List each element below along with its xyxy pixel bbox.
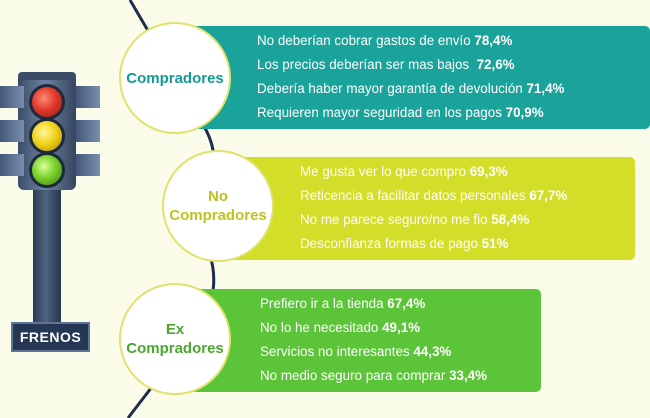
no-compradores-circle: No Compradores [162, 150, 274, 262]
compradores-item: Requieren mayor seguridad en los pagos 7… [257, 105, 544, 120]
no-compradores-item: Desconfianza formas de pago 51% [300, 236, 509, 251]
compradores-title: Compradores [126, 69, 224, 87]
traffic-light-visor-right-top [76, 86, 100, 108]
ex-compradores-item: No medio seguro para comprar 33,4% [260, 368, 488, 383]
green-light-icon [29, 152, 65, 188]
traffic-light-visor-left-bottom [0, 154, 24, 176]
traffic-light-visor-right-mid [76, 120, 100, 142]
red-light-icon [29, 84, 65, 120]
traffic-light-visor-left-top [0, 86, 24, 108]
traffic-light-visor-right-bottom [76, 154, 100, 176]
compradores-item: No deberían cobrar gastos de envío 78,4% [257, 33, 513, 48]
compradores-panel: No deberían cobrar gastos de envío 78,4%… [183, 26, 650, 129]
no-compradores-item: Me gusta ver lo que compro 69,3% [300, 164, 508, 179]
ex-compradores-title-line2: Compradores [126, 340, 224, 357]
ex-compradores-title-line1: Ex [165, 321, 185, 338]
traffic-light-visor-left-mid [0, 120, 24, 142]
no-compradores-panel: Me gusta ver lo que compro 69,3% Reticen… [230, 157, 635, 260]
compradores-item: Los precios deberían ser mas bajos 72,6% [257, 57, 515, 72]
yellow-light-icon [29, 118, 65, 154]
ex-compradores-item: Servicios no interesantes 44,3% [260, 344, 452, 359]
ex-compradores-circle: Ex Compradores [119, 283, 231, 395]
compradores-item: Debería haber mayor garantía de devoluci… [257, 81, 565, 96]
traffic-light-pole [33, 185, 61, 323]
frenos-badge: FRENOS [11, 322, 90, 352]
ex-compradores-panel: Prefiero ir a la tienda 67,4% No lo he n… [185, 289, 541, 392]
no-compradores-title-line2: Compradores [169, 207, 267, 224]
compradores-circle: Compradores [119, 22, 231, 134]
ex-compradores-item: Prefiero ir a la tienda 67,4% [260, 296, 426, 311]
ex-compradores-item: No lo he necesitado 49,1% [260, 320, 421, 335]
no-compradores-item: Reticencia a facilitar datos personales … [300, 188, 568, 203]
no-compradores-title-line1: No [208, 188, 228, 205]
no-compradores-item: No me parece seguro/no me fio 58,4% [300, 212, 530, 227]
